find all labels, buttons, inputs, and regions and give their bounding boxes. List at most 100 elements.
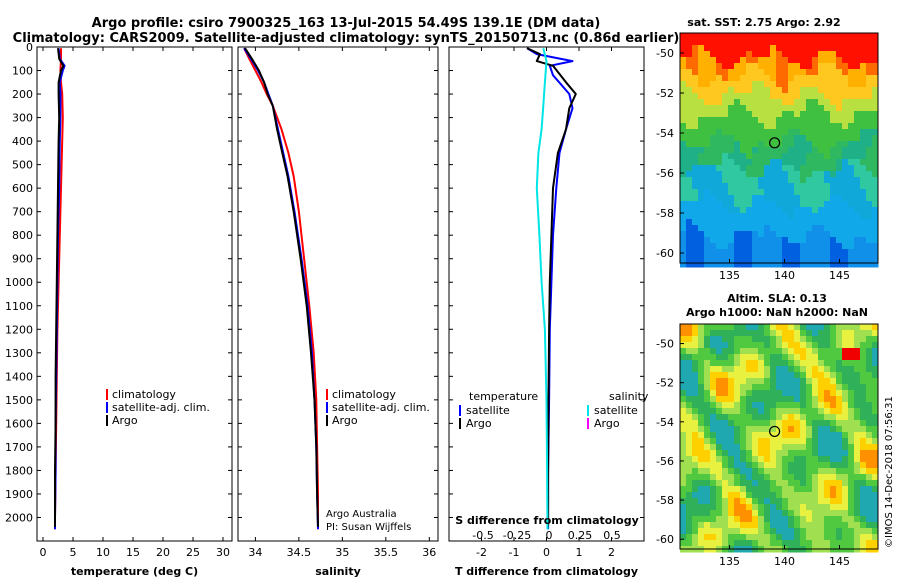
map-cell (872, 516, 879, 523)
map-cell (830, 540, 837, 547)
map-cell (698, 384, 705, 391)
x-tick-label: 5 (70, 546, 77, 559)
map-cell (782, 516, 789, 523)
map-cell (722, 249, 729, 256)
map-cell (764, 534, 771, 541)
map-cell (788, 360, 795, 367)
map-cell (782, 330, 789, 337)
map-cell (782, 504, 789, 511)
map-cell (716, 129, 723, 136)
map-cell (782, 456, 789, 463)
x-tick-label: 0 (40, 546, 47, 559)
map-cell (860, 231, 867, 238)
map-cell (812, 63, 819, 70)
map-cell (758, 39, 765, 46)
map-cell (728, 498, 735, 505)
map-cell (854, 105, 861, 112)
map-cell (680, 177, 687, 184)
map-cell (758, 360, 765, 367)
map-cell (806, 474, 813, 481)
map-cell (698, 225, 705, 232)
map-cell (692, 93, 699, 100)
map-cell (788, 504, 795, 511)
map-cell (806, 117, 813, 124)
map-cell (848, 540, 855, 547)
map-cell (734, 33, 741, 40)
map-cell (836, 45, 843, 52)
map-cell (698, 498, 705, 505)
map-cell (728, 201, 735, 208)
map-cell (734, 480, 741, 487)
map-cell (704, 498, 711, 505)
map-cell (818, 354, 825, 361)
map-cell (854, 261, 861, 268)
map-cell (686, 474, 693, 481)
map-cell (854, 93, 861, 100)
map-cell (806, 81, 813, 88)
map-cell (788, 219, 795, 226)
map-cell (770, 231, 777, 238)
map-cell (812, 147, 819, 154)
map-cell (734, 147, 741, 154)
map-cell (824, 468, 831, 475)
map-cell (752, 87, 759, 94)
map-cell (782, 189, 789, 196)
map-cell (752, 438, 759, 445)
map-cell (776, 324, 783, 331)
map-cell (698, 99, 705, 106)
map-cell (824, 69, 831, 76)
map-cell (686, 336, 693, 343)
map-cell (740, 87, 747, 94)
map-cell (872, 45, 879, 52)
map-cell (704, 147, 711, 154)
map-cell (764, 486, 771, 493)
map-cell (752, 444, 759, 451)
map-cell (824, 408, 831, 415)
map-cell (686, 324, 693, 331)
map-cell (788, 231, 795, 238)
map-cell (764, 87, 771, 94)
map-cell (782, 183, 789, 190)
map-cell (770, 402, 777, 409)
series-line-argo (526, 47, 577, 527)
map-cell (752, 57, 759, 64)
map-cell (788, 105, 795, 112)
map-cell (752, 75, 759, 82)
map-cell (776, 261, 783, 268)
map-cell (830, 243, 837, 250)
map-cell (770, 81, 777, 88)
map-cell (872, 420, 879, 427)
map-cell (830, 81, 837, 88)
map-cell (824, 57, 831, 64)
map-cell (860, 93, 867, 100)
map-cell (740, 354, 747, 361)
map-cell (800, 354, 807, 361)
map-cell (704, 75, 711, 82)
map-cell (764, 261, 771, 268)
map-cell (800, 360, 807, 367)
map-y-tick-label: -56 (656, 455, 674, 468)
map-cell (806, 171, 813, 178)
map-cell (824, 522, 831, 529)
map-cell (782, 348, 789, 355)
map-cell (866, 129, 873, 136)
legend-label: Argo (594, 417, 620, 430)
map-cell (698, 81, 705, 88)
map-cell (722, 153, 729, 160)
map-cell (782, 372, 789, 379)
map-cell (686, 135, 693, 142)
map-cell (716, 468, 723, 475)
map-cell (818, 474, 825, 481)
map-cell (806, 504, 813, 511)
map-cell (848, 378, 855, 385)
map-cell (800, 336, 807, 343)
map-cell (686, 396, 693, 403)
secondary-axis-tick-label: 0.25 (568, 529, 593, 542)
map-cell (866, 45, 873, 52)
map-cell (842, 45, 849, 52)
map-cell (776, 63, 783, 70)
map-cell (686, 432, 693, 439)
map-cell (800, 426, 807, 433)
map-cell (698, 33, 705, 40)
map-cell (800, 480, 807, 487)
